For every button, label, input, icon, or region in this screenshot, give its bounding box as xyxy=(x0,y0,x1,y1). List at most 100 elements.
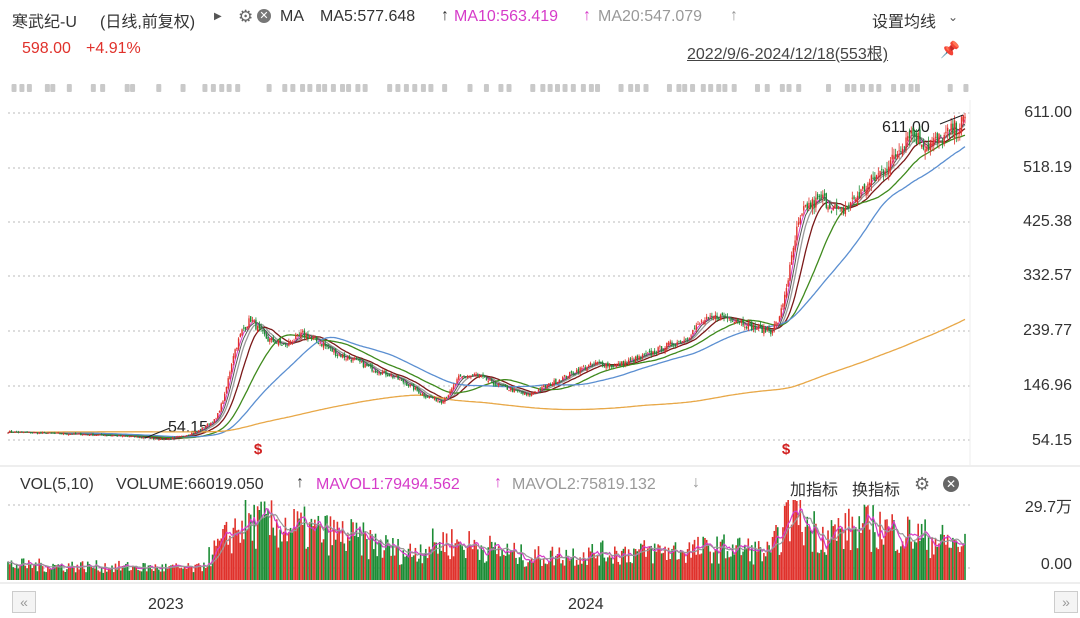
candle-body xyxy=(277,340,280,346)
ma-line-ma20 xyxy=(7,124,966,440)
candle-body xyxy=(862,186,864,189)
candle-body xyxy=(865,190,867,196)
candle-body xyxy=(118,435,120,437)
volume-bar xyxy=(882,544,885,580)
volume-bar xyxy=(327,555,330,580)
settings-ma-button[interactable]: 设置均线 xyxy=(872,14,937,31)
candle-body xyxy=(806,203,808,210)
candle-body xyxy=(728,317,730,319)
chevron-down-icon[interactable]: ⌄ xyxy=(948,10,959,24)
candle-body xyxy=(156,438,158,440)
candle-body xyxy=(123,435,125,437)
volume-bar xyxy=(487,547,490,580)
candle-body xyxy=(121,435,124,437)
volume-bar xyxy=(388,546,391,580)
volume-bar xyxy=(19,565,21,580)
candle-body xyxy=(749,322,751,324)
volume-bar xyxy=(405,555,408,580)
volume-bar xyxy=(952,537,954,580)
candle-body xyxy=(485,378,488,381)
scroll-right-button[interactable]: » xyxy=(1054,591,1078,613)
gear-icon[interactable]: ⚙ xyxy=(238,7,254,26)
candle-body xyxy=(80,432,82,436)
candle-body xyxy=(754,325,756,330)
volume-bar xyxy=(818,553,821,580)
candle-body xyxy=(659,346,661,348)
event-marker xyxy=(316,84,322,92)
volume-bar xyxy=(490,541,493,580)
volume-bar xyxy=(759,547,762,580)
gear-icon[interactable]: ⚙ xyxy=(914,474,931,494)
ma5-value: MA5:577.648 xyxy=(320,8,416,25)
candle-body xyxy=(489,379,491,381)
candle-body xyxy=(927,144,930,150)
volume-bar xyxy=(822,526,824,580)
event-marker xyxy=(900,84,906,92)
volume-bar xyxy=(437,553,439,580)
candle-body xyxy=(451,388,453,392)
volume-bar xyxy=(145,571,148,580)
candle-body xyxy=(785,288,788,298)
candle-body xyxy=(733,322,736,324)
switch-indicator-button[interactable]: 换指标 xyxy=(852,482,901,499)
close-icon[interactable]: ✕ xyxy=(943,476,959,492)
candle-body xyxy=(829,203,831,209)
volume-bar xyxy=(763,552,765,580)
volume-bar xyxy=(80,562,82,580)
candle-body xyxy=(511,388,514,392)
event-marker xyxy=(914,84,920,92)
candle-body xyxy=(237,338,240,349)
candle-body xyxy=(515,390,517,391)
candle-body xyxy=(517,389,519,392)
candle-body xyxy=(470,375,472,377)
candle-body xyxy=(952,123,954,134)
candle-body xyxy=(137,436,139,438)
candle-body xyxy=(830,211,833,213)
volume-bar xyxy=(612,563,614,580)
event-marker xyxy=(676,84,682,92)
candle-body xyxy=(584,367,587,370)
volume-bar xyxy=(603,557,606,580)
candle-body xyxy=(893,155,895,160)
candle-body xyxy=(437,400,439,402)
candle-body xyxy=(435,398,437,402)
candle-body xyxy=(38,432,40,434)
volume-bar xyxy=(95,560,98,580)
volume-bar xyxy=(451,529,453,580)
y-tick-label: 54.15 xyxy=(1031,432,1072,449)
candle-body xyxy=(848,204,850,207)
candle-body xyxy=(50,432,53,434)
candle-body xyxy=(633,359,635,362)
volume-bar xyxy=(745,549,748,580)
event-marker xyxy=(826,84,832,92)
triangle-right-icon[interactable]: ▶ xyxy=(214,11,222,22)
volume-bar xyxy=(301,524,304,580)
candle-body xyxy=(494,383,496,387)
volume-bar xyxy=(591,544,594,580)
volume-bar xyxy=(171,564,174,580)
volume-bar xyxy=(903,546,906,580)
pin-icon[interactable]: 📌 xyxy=(940,42,960,59)
candle-body xyxy=(745,327,748,329)
event-marker xyxy=(442,84,448,92)
close-icon[interactable]: ✕ xyxy=(257,9,271,23)
add-indicator-button[interactable]: 加指标 xyxy=(790,482,839,499)
volume-bar xyxy=(182,568,184,580)
volume-bar xyxy=(74,572,77,580)
event-marker xyxy=(90,84,96,92)
candle-body xyxy=(929,142,932,151)
volume-bar xyxy=(690,557,692,580)
volume-bar xyxy=(704,537,706,580)
volume-bar xyxy=(926,549,928,580)
candle-body xyxy=(17,431,20,433)
candle-body xyxy=(636,355,639,359)
candle-body xyxy=(359,358,361,362)
event-marker xyxy=(428,84,434,92)
candle-body xyxy=(692,329,694,335)
scroll-left-button[interactable]: « xyxy=(12,591,36,613)
volume-bar xyxy=(780,552,783,580)
volume-bar xyxy=(353,535,356,580)
volume-bar xyxy=(180,567,183,580)
volume-bar xyxy=(567,557,569,580)
